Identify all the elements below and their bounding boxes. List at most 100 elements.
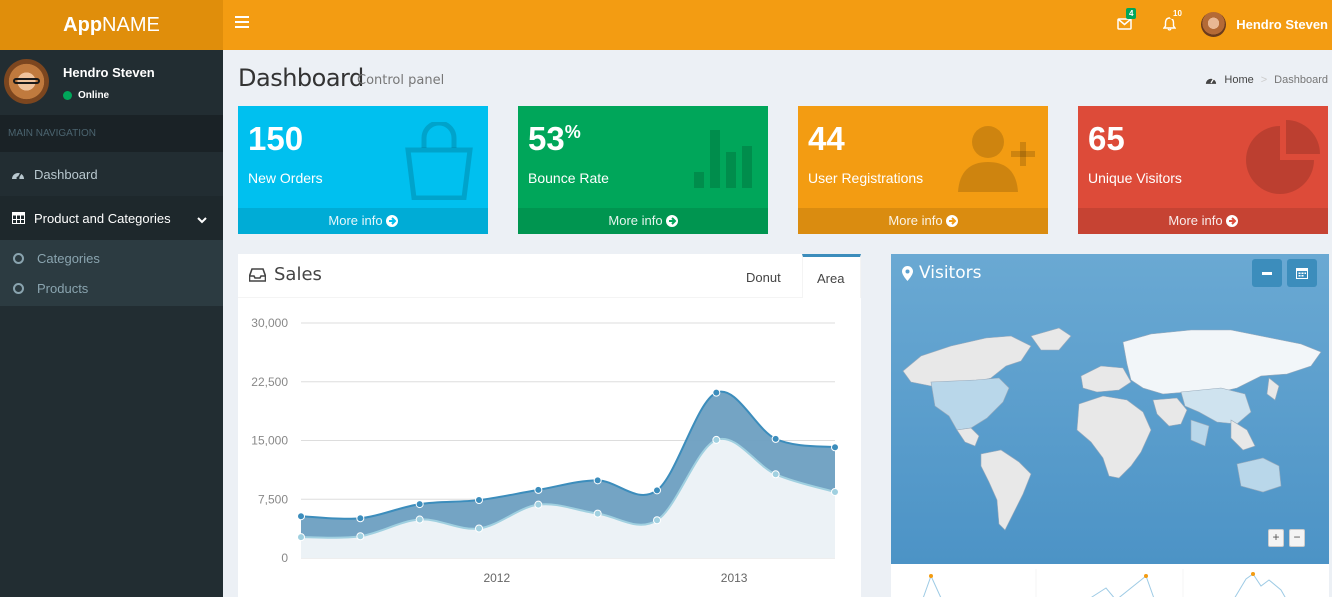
stat-box-new-orders: 150 New Orders More info bbox=[238, 106, 488, 234]
y-tick-label: 22,500 bbox=[251, 375, 288, 389]
tab-area[interactable]: Area bbox=[802, 254, 861, 298]
sales-header: Sales Donut Area bbox=[238, 254, 861, 298]
stat-value: 53% bbox=[528, 120, 581, 157]
sidebar-item-dashboard[interactable]: Dashboard bbox=[0, 152, 223, 196]
avatar bbox=[1201, 12, 1227, 37]
chevron-down-icon bbox=[197, 212, 207, 227]
status-label: Online bbox=[78, 90, 110, 101]
series-2-point bbox=[356, 514, 365, 523]
map-zoom-out-button[interactable]: − bbox=[1289, 529, 1305, 547]
top-navbar: 4 10 Hendro Steven bbox=[223, 0, 1332, 50]
series-1-point bbox=[475, 524, 483, 533]
series-1-point bbox=[831, 487, 839, 496]
page-subtitle: Control panel bbox=[357, 73, 445, 88]
stat-box-bounce-rate: 53% Bounce Rate More info bbox=[518, 106, 768, 234]
minus-icon bbox=[1262, 271, 1272, 275]
circle-o-icon bbox=[13, 282, 24, 294]
collapse-button[interactable] bbox=[1252, 259, 1282, 287]
world-map[interactable] bbox=[891, 316, 1329, 546]
series-2-point bbox=[712, 388, 721, 397]
series-1-point bbox=[771, 470, 780, 479]
page-title: Dashboard bbox=[238, 64, 364, 92]
dashboard-icon bbox=[10, 169, 26, 180]
breadcrumb: Home > Dashboard bbox=[1205, 74, 1328, 86]
series-1-point bbox=[593, 509, 602, 518]
series-1-area bbox=[301, 438, 835, 558]
messages-badge: 4 bbox=[1126, 8, 1137, 19]
stat-box-user-registrations: 44 User Registrations More info bbox=[798, 106, 1048, 234]
sidebar: Hendro Steven Online MAIN NAVIGATION Das… bbox=[0, 50, 223, 597]
breadcrumb-home-link[interactable]: Home bbox=[1224, 74, 1254, 86]
sidebar-item-label: Product and Categories bbox=[34, 210, 171, 226]
series-2-point bbox=[534, 485, 543, 494]
logo-rest: NAME bbox=[102, 13, 160, 36]
app-logo[interactable]: App NAME bbox=[0, 0, 223, 50]
sidebar-item-product-and-categories[interactable]: Product and Categories bbox=[0, 196, 223, 240]
notifications-button[interactable]: 10 bbox=[1162, 8, 1185, 36]
series-1-point bbox=[415, 515, 424, 524]
map-marker-icon bbox=[902, 266, 913, 281]
notifications-badge: 10 bbox=[1170, 8, 1185, 19]
tab-donut[interactable]: Donut bbox=[746, 270, 781, 285]
more-info-link[interactable]: More info bbox=[1078, 208, 1328, 234]
series-2-area bbox=[301, 391, 835, 538]
arrow-circle-right-icon bbox=[1225, 215, 1238, 227]
user-menu[interactable]: Hendro Steven bbox=[1201, 12, 1328, 37]
visitors-sparklines bbox=[891, 564, 1329, 597]
stat-value: 150 bbox=[248, 120, 304, 157]
sales-area-chart: 0 7,500 15,000 22,500 30,000 2012 2013 bbox=[251, 316, 839, 585]
more-info-link[interactable]: More info bbox=[518, 208, 768, 234]
visitors-panel: Visitors + − bbox=[891, 254, 1329, 564]
series-1-line bbox=[300, 437, 836, 539]
series-1-point bbox=[712, 435, 721, 444]
series-1-point bbox=[534, 500, 543, 509]
circle-o-icon bbox=[13, 252, 24, 264]
sub-item-label: Products bbox=[37, 280, 89, 296]
more-info-link[interactable]: More info bbox=[798, 208, 1048, 234]
stat-label: Unique Visitors bbox=[1088, 170, 1182, 186]
breadcrumb-separator: > bbox=[1260, 74, 1268, 86]
y-tick-label: 30,000 bbox=[251, 316, 288, 330]
sidebar-item-categories[interactable]: Categories bbox=[0, 243, 223, 273]
date-range-button[interactable] bbox=[1287, 259, 1317, 287]
bell-icon bbox=[1162, 17, 1177, 31]
table-icon bbox=[10, 212, 26, 224]
series-1-point bbox=[653, 516, 661, 525]
user-panel: Hendro Steven Online bbox=[0, 50, 223, 115]
user-avatar bbox=[4, 59, 49, 104]
series-2-point bbox=[297, 512, 305, 521]
stat-label: Bounce Rate bbox=[528, 170, 609, 186]
y-tick-label: 7,500 bbox=[258, 492, 288, 506]
messages-button[interactable]: 4 bbox=[1117, 8, 1137, 35]
dashboard-icon bbox=[1206, 78, 1217, 84]
series-2-point bbox=[771, 434, 780, 443]
series-1-point bbox=[356, 532, 365, 541]
sidebar-item-products[interactable]: Products bbox=[0, 273, 223, 303]
series-2-point bbox=[415, 500, 424, 509]
user-plus-icon bbox=[958, 126, 1035, 192]
x-tick-label: 2012 bbox=[483, 571, 510, 585]
online-dot-icon bbox=[63, 91, 72, 100]
map-zoom-in-button[interactable]: + bbox=[1268, 529, 1284, 547]
y-tick-label: 15,000 bbox=[251, 434, 288, 448]
sparkline-charts bbox=[922, 569, 1286, 597]
pie-chart-icon bbox=[1246, 120, 1320, 194]
sub-item-label: Categories bbox=[37, 250, 100, 266]
series-2-point bbox=[653, 486, 661, 495]
more-info-link[interactable]: More info bbox=[238, 208, 488, 234]
sales-panel: Sales Donut Area 0 7,500 15,000 22,500 30,00… bbox=[238, 254, 861, 597]
stat-box-unique-visitors: 65 Unique Visitors More info bbox=[1078, 106, 1328, 234]
calendar-icon bbox=[1296, 268, 1308, 279]
logo-bold: App bbox=[63, 13, 103, 36]
series-2-point bbox=[475, 496, 483, 505]
sidebar-toggle-icon[interactable] bbox=[235, 16, 249, 30]
arrow-circle-right-icon bbox=[385, 215, 398, 227]
breadcrumb-current: Dashboard bbox=[1274, 74, 1328, 86]
stat-value: 65 bbox=[1088, 120, 1125, 157]
stat-label: New Orders bbox=[248, 170, 323, 186]
stat-value: 44 bbox=[808, 120, 845, 157]
inbox-icon bbox=[249, 268, 266, 282]
stat-label: User Registrations bbox=[808, 170, 924, 186]
submenu: Categories Products bbox=[0, 240, 223, 306]
shopping-bag-icon bbox=[405, 122, 473, 200]
